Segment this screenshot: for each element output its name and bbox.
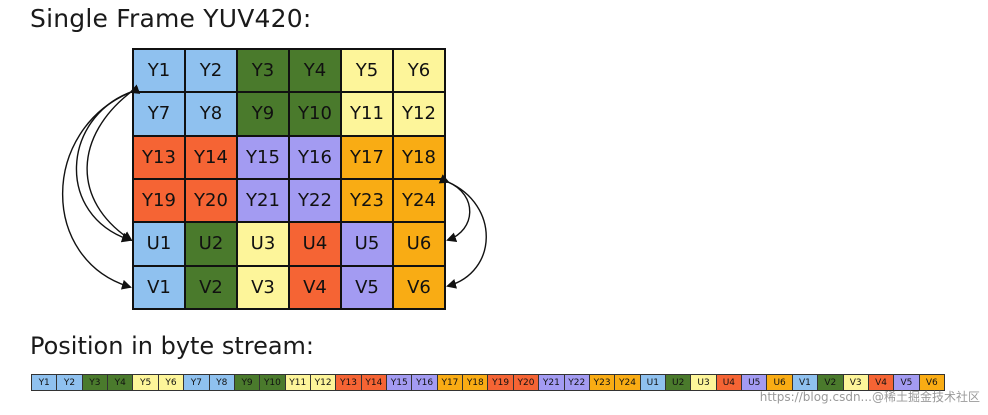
stream-cell-y7: Y7 xyxy=(184,375,210,390)
stream-cell-y20: Y20 xyxy=(513,375,540,390)
stream-cell-y12: Y12 xyxy=(310,375,337,390)
stream-cell-y24: Y24 xyxy=(615,375,641,390)
grid-cell-y14: Y14 xyxy=(186,136,236,178)
yuv420-frame-grid: Y1 Y2 Y3 Y4 Y5 Y6 Y7 Y8 Y9 Y10 Y11 Y12 Y13 Y14 Y15 Y16 Y… xyxy=(132,48,446,310)
grid-cell-y17: Y17 xyxy=(342,136,392,178)
stream-cell-y16: Y16 xyxy=(412,375,438,390)
grid-cell-y16: Y16 xyxy=(290,136,340,178)
grid-cell-y7: Y7 xyxy=(134,93,184,135)
stream-cell-y13: Y13 xyxy=(336,375,362,390)
stream-cell-y2: Y2 xyxy=(57,375,83,390)
grid-cell-y1: Y1 xyxy=(134,50,184,92)
grid-cell-u2: U2 xyxy=(186,223,236,265)
stream-cell-y18: Y18 xyxy=(463,375,489,390)
curved-arrow-icon xyxy=(438,174,471,243)
grid-cell-y18: Y18 xyxy=(394,136,444,178)
stream-cell-u6: U6 xyxy=(767,375,793,390)
grid-cell-y24: Y24 xyxy=(394,179,444,222)
curved-arrow-icon xyxy=(446,181,487,289)
grid-cell-y8: Y8 xyxy=(186,93,236,135)
grid-cell-u1: U1 xyxy=(134,223,184,265)
stream-cell-y21: Y21 xyxy=(539,375,565,390)
stream-cell-v3: V3 xyxy=(843,375,869,390)
grid-cell-v3: V3 xyxy=(238,266,288,308)
stream-cell-y5: Y5 xyxy=(133,375,159,390)
byte-stream-title: Position in byte stream: xyxy=(30,332,315,360)
byte-stream-bar: Y1 Y2 Y3 Y4 Y5 Y6 Y7 Y8 Y9 Y10 Y11 Y12 Y13 Y14 Y15 Y16 Y… xyxy=(31,374,945,391)
grid-cell-u5: U5 xyxy=(342,223,392,265)
grid-cell-v6: V6 xyxy=(394,266,444,308)
curved-arrow-icon xyxy=(61,91,132,290)
stream-cell-v2: V2 xyxy=(818,375,844,390)
grid-cell-v1: V1 xyxy=(134,266,184,308)
grid-cell-u4: U4 xyxy=(290,223,340,265)
stream-cell-u5: U5 xyxy=(742,375,768,390)
stream-cell-y1: Y1 xyxy=(32,375,58,390)
stream-cell-v4: V4 xyxy=(868,375,895,390)
stream-cell-y23: Y23 xyxy=(589,375,616,390)
grid-cell-y2: Y2 xyxy=(186,50,236,92)
stream-cell-y14: Y14 xyxy=(361,375,388,390)
grid-cell-y23: Y23 xyxy=(342,179,392,222)
grid-cell-y20: Y20 xyxy=(186,179,236,222)
stream-cell-v5: V5 xyxy=(894,375,920,390)
grid-cell-y3: Y3 xyxy=(238,50,288,92)
stream-cell-y9: Y9 xyxy=(234,375,261,390)
grid-cell-y9: Y9 xyxy=(238,93,288,135)
grid-cell-v4: V4 xyxy=(290,266,340,308)
grid-cell-v2: V2 xyxy=(186,266,236,308)
stream-cell-y11: Y11 xyxy=(285,375,311,390)
stream-cell-v6: V6 xyxy=(919,375,944,390)
stream-cell-y17: Y17 xyxy=(437,375,464,390)
stream-cell-y3: Y3 xyxy=(82,375,109,390)
grid-cell-u3: U3 xyxy=(238,223,288,265)
grid-cell-y22: Y22 xyxy=(290,179,340,222)
grid-cell-y13: Y13 xyxy=(134,136,184,178)
grid-cell-y21: Y21 xyxy=(238,179,288,222)
grid-cell-y4: Y4 xyxy=(290,50,340,92)
watermark: https://blog.csdn...@稀土掘金技术社区 xyxy=(759,390,980,404)
grid-cell-y12: Y12 xyxy=(394,93,444,135)
stream-cell-u4: U4 xyxy=(716,375,743,390)
stream-cell-u1: U1 xyxy=(640,375,666,390)
grid-cell-y5: Y5 xyxy=(342,50,392,92)
stream-cell-u3: U3 xyxy=(691,375,717,390)
stream-cell-y4: Y4 xyxy=(108,375,134,390)
stream-cell-y22: Y22 xyxy=(564,375,590,390)
curved-arrow-icon xyxy=(86,91,133,242)
stream-cell-y10: Y10 xyxy=(260,375,286,390)
diagram-title: Single Frame YUV420: xyxy=(30,4,312,33)
grid-cell-u6: U6 xyxy=(394,223,444,265)
grid-cell-v5: V5 xyxy=(342,266,392,308)
grid-cell-y19: Y19 xyxy=(134,179,184,222)
stream-cell-y8: Y8 xyxy=(209,375,235,390)
stream-cell-y15: Y15 xyxy=(387,375,413,390)
stream-cell-y6: Y6 xyxy=(158,375,185,390)
grid-cell-y6: Y6 xyxy=(394,50,444,92)
curved-arrow-icon xyxy=(75,84,141,243)
stream-cell-u2: U2 xyxy=(665,375,692,390)
grid-cell-y11: Y11 xyxy=(342,93,392,135)
stream-cell-v1: V1 xyxy=(792,375,819,390)
grid-cell-y15: Y15 xyxy=(238,136,288,178)
stream-cell-y19: Y19 xyxy=(488,375,514,390)
grid-cell-y10: Y10 xyxy=(290,93,340,135)
